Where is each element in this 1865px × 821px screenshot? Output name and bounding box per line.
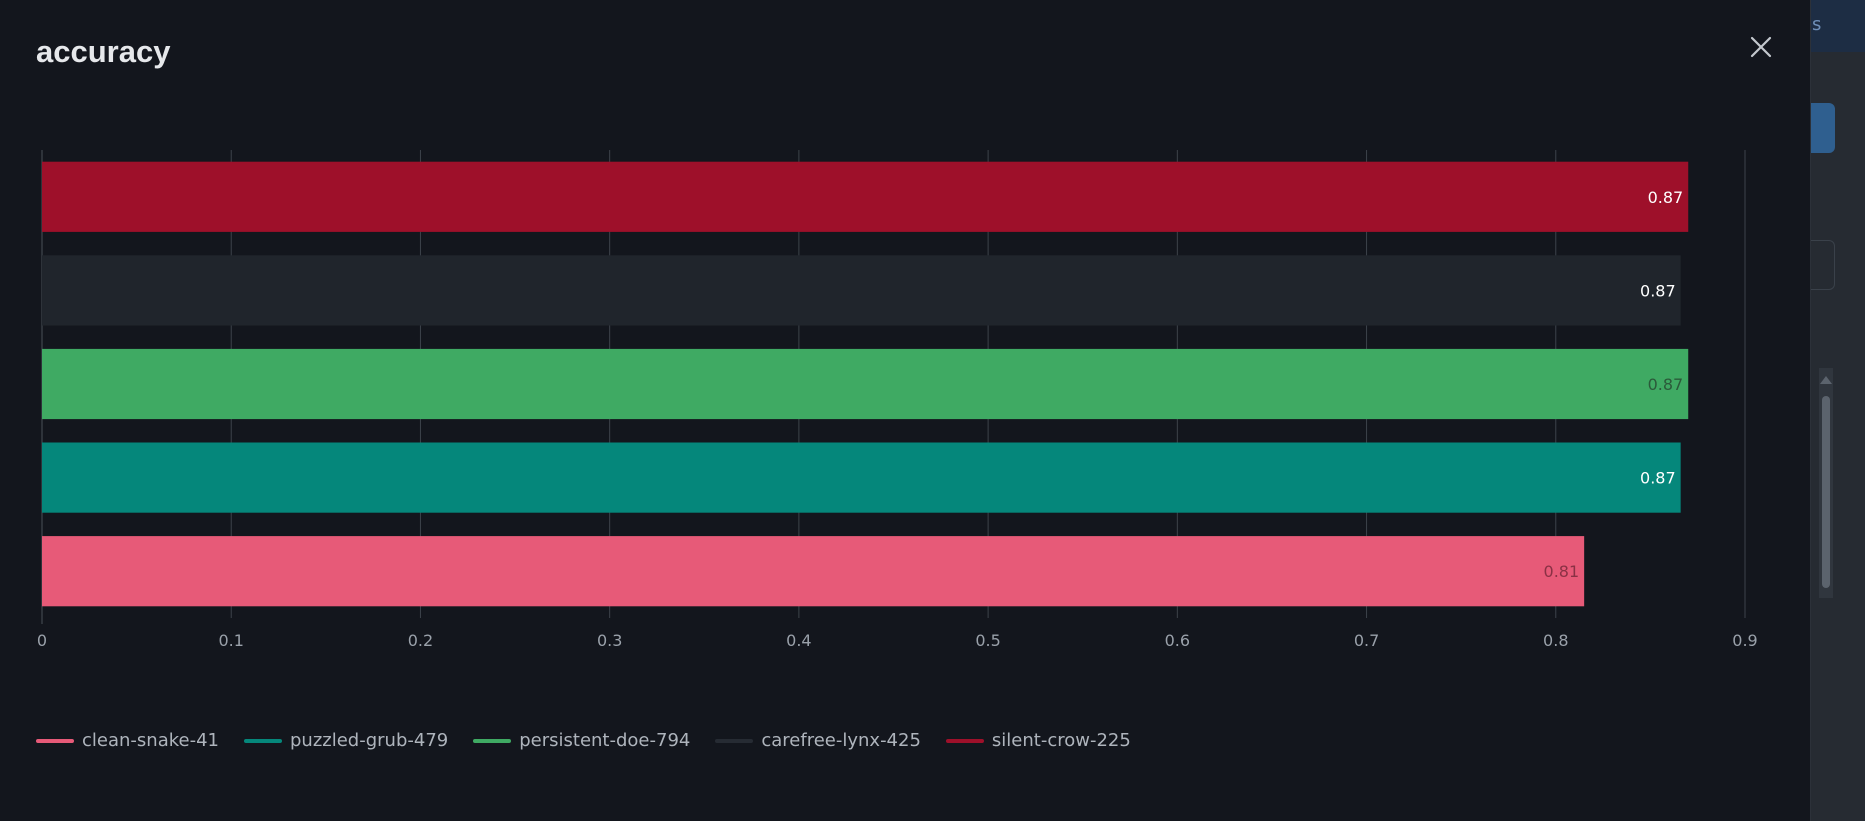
background-button[interactable]: [1810, 103, 1835, 153]
bar-chart: 0 0.1 0.2 0.3 0.4 0.5 0.6 0.7 0.8 0.9 0.87 0.87 0.87…: [37, 150, 1758, 650]
background-input[interactable]: [1810, 240, 1835, 290]
scrollbar-thumb[interactable]: [1822, 396, 1830, 588]
x-tick-label: 0.2: [408, 631, 433, 650]
x-tick-label: 0.6: [1165, 631, 1190, 650]
bar-value-label: 0.87: [1648, 188, 1684, 207]
legend-label: silent-crow-225: [991, 730, 1131, 751]
scroll-up-icon[interactable]: [1820, 376, 1832, 384]
legend-swatch: [473, 738, 512, 743]
x-tick-label: 0.8: [1543, 631, 1568, 650]
x-tick-label: 0.5: [975, 631, 1000, 650]
legend-swatch: [243, 738, 282, 743]
chart-modal: accuracy 0 0.1 0.2 0.3 0.4 0.5 0.6 0.7 0.8 0.9 0.8…: [0, 0, 1811, 821]
x-tick-label: 0.4: [786, 631, 811, 650]
bar-value-label: 0.81: [1544, 562, 1580, 581]
bar-value-label: 0.87: [1640, 469, 1676, 488]
bar-clean-snake-41: [42, 536, 1585, 607]
background-tab[interactable]: s: [1810, 0, 1865, 52]
x-tick-label: 0.1: [218, 631, 243, 650]
legend-label: carefree-lynx-425: [761, 730, 921, 751]
legend-item[interactable]: silent-crow-225: [945, 730, 1131, 751]
legend-label: puzzled-grub-479: [289, 730, 449, 751]
legend-swatch: [945, 738, 984, 743]
x-tick-label: 0: [37, 631, 47, 650]
x-tick-label: 0.3: [597, 631, 622, 650]
legend-label: clean-snake-41: [82, 730, 219, 751]
legend-label: persistent-doe-794: [519, 730, 691, 751]
legend-item[interactable]: carefree-lynx-425: [715, 730, 921, 751]
modal-title: accuracy: [36, 34, 171, 69]
bar-silent-crow-225: [42, 161, 1689, 232]
chart-legend: clean-snake-41 puzzled-grub-479 persistent…: [36, 730, 1156, 751]
bar-persistent-doe-794: [42, 348, 1689, 420]
bar-value-label: 0.87: [1648, 375, 1684, 394]
bar-value-label: 0.87: [1640, 281, 1676, 300]
bar-carefree-lynx-425: [42, 255, 1681, 326]
close-button[interactable]: [1744, 30, 1778, 64]
legend-item[interactable]: clean-snake-41: [36, 730, 219, 751]
x-tick-label: 0.9: [1732, 631, 1757, 650]
background-tab-label: s: [1812, 14, 1822, 35]
legend-swatch: [36, 738, 74, 743]
close-icon[interactable]: [1744, 30, 1778, 64]
bar-puzzled-grub-479: [42, 442, 1681, 513]
x-tick-label: 0.7: [1354, 631, 1379, 650]
legend-swatch: [715, 738, 754, 743]
legend-item[interactable]: persistent-doe-794: [473, 730, 690, 751]
legend-item[interactable]: puzzled-grub-479: [243, 730, 449, 751]
